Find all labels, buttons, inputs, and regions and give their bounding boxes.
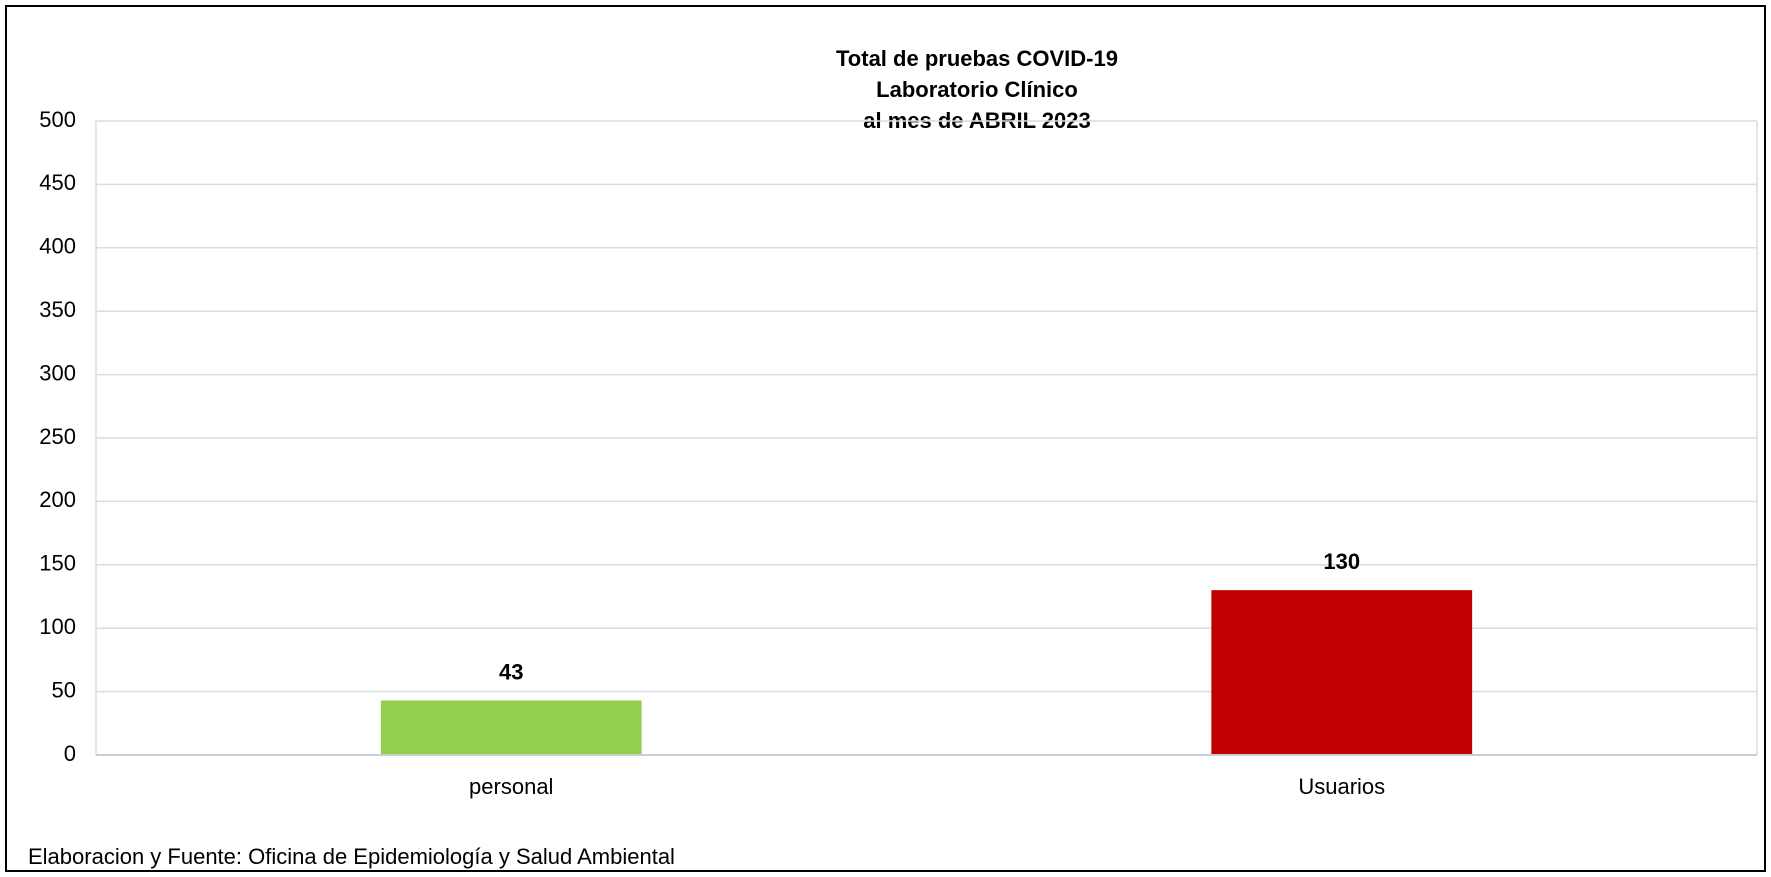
y-tick-label: 150 [39, 551, 76, 576]
y-tick-label: 100 [39, 614, 76, 639]
chart-title-line: Laboratorio Clínico [876, 77, 1078, 102]
y-tick-label: 0 [64, 741, 76, 766]
x-tick-label: personal [469, 774, 553, 799]
y-tick-label: 400 [39, 234, 76, 259]
y-tick-label: 250 [39, 424, 76, 449]
bar [380, 700, 642, 755]
y-tick-label: 50 [52, 677, 76, 702]
x-tick-label: Usuarios [1298, 774, 1385, 799]
bar [1211, 590, 1473, 755]
chart-title-line: Total de pruebas COVID-19 [836, 46, 1118, 71]
data-label: 130 [1323, 549, 1360, 574]
data-label: 43 [499, 659, 523, 684]
y-tick-label: 450 [39, 170, 76, 195]
y-tick-label: 300 [39, 360, 76, 385]
y-tick-label: 200 [39, 487, 76, 512]
y-tick-label: 350 [39, 297, 76, 322]
source-note: Elaboracion y Fuente: Oficina de Epidemi… [28, 844, 675, 869]
y-tick-label: 500 [39, 107, 76, 132]
